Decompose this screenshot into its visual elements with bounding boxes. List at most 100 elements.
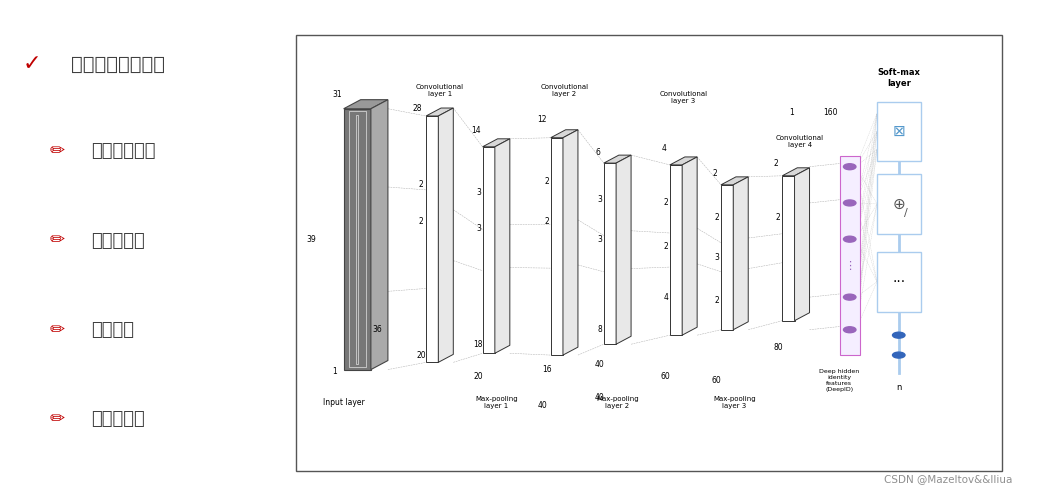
Text: ✏: ✏ xyxy=(50,410,65,428)
Text: 36: 36 xyxy=(373,325,383,334)
Text: 3: 3 xyxy=(597,195,602,204)
Text: 31: 31 xyxy=(332,90,342,99)
Bar xyxy=(877,252,921,311)
Circle shape xyxy=(844,200,856,206)
Text: 40: 40 xyxy=(538,401,547,410)
Text: Convolutional
layer 2: Convolutional layer 2 xyxy=(540,84,589,97)
Polygon shape xyxy=(794,168,810,321)
Polygon shape xyxy=(682,157,698,335)
Polygon shape xyxy=(604,155,631,163)
Text: 18: 18 xyxy=(473,340,483,349)
Text: Max-pooling
layer 2: Max-pooling layer 2 xyxy=(596,396,638,409)
Text: 2: 2 xyxy=(544,177,549,186)
Text: 1: 1 xyxy=(332,367,337,376)
Text: ✏: ✏ xyxy=(50,321,65,339)
Text: 2: 2 xyxy=(418,217,424,226)
Text: 卷积核个数: 卷积核个数 xyxy=(91,410,145,428)
Polygon shape xyxy=(670,165,682,335)
Polygon shape xyxy=(783,176,794,321)
Text: 60: 60 xyxy=(712,376,721,385)
Text: 滑动窗口步长: 滑动窗口步长 xyxy=(91,142,156,160)
Text: 2: 2 xyxy=(712,170,717,179)
Polygon shape xyxy=(483,147,495,353)
Text: /: / xyxy=(904,208,908,218)
Text: 卷积核尺寸: 卷积核尺寸 xyxy=(91,232,145,249)
Text: Convolutional
layer 3: Convolutional layer 3 xyxy=(659,91,708,104)
Text: 2: 2 xyxy=(418,181,424,189)
Polygon shape xyxy=(495,139,510,353)
Text: Input layer: Input layer xyxy=(323,398,364,407)
Text: Soft-max
layer: Soft-max layer xyxy=(877,68,921,88)
Text: 60: 60 xyxy=(661,372,671,381)
Text: 160: 160 xyxy=(823,108,838,117)
Polygon shape xyxy=(563,130,578,355)
Text: 卷积层涉及参数：: 卷积层涉及参数： xyxy=(71,55,165,74)
Bar xyxy=(840,156,859,355)
Text: 4: 4 xyxy=(663,293,668,302)
Text: 20: 20 xyxy=(473,372,484,381)
Text: ✏: ✏ xyxy=(50,142,65,160)
Text: ⋮: ⋮ xyxy=(844,261,855,271)
Circle shape xyxy=(844,327,856,333)
Text: Max-pooling
layer 1: Max-pooling layer 1 xyxy=(475,396,518,409)
Text: 3: 3 xyxy=(597,235,602,244)
Circle shape xyxy=(893,332,905,338)
Text: 4: 4 xyxy=(661,144,666,153)
Text: 2: 2 xyxy=(544,217,549,226)
Polygon shape xyxy=(426,108,454,116)
Bar xyxy=(296,35,1002,471)
Polygon shape xyxy=(604,163,617,344)
Polygon shape xyxy=(551,130,578,138)
Bar xyxy=(877,102,921,161)
Text: 2: 2 xyxy=(773,159,778,168)
Text: 2: 2 xyxy=(775,213,781,222)
Circle shape xyxy=(844,236,856,242)
Text: 40: 40 xyxy=(595,393,604,402)
Polygon shape xyxy=(551,138,563,355)
Polygon shape xyxy=(721,177,748,185)
Polygon shape xyxy=(670,157,698,165)
Text: ⊠: ⊠ xyxy=(893,124,905,139)
Circle shape xyxy=(844,294,856,300)
Text: 14: 14 xyxy=(471,126,482,135)
Text: 2: 2 xyxy=(714,296,719,305)
Text: ✓: ✓ xyxy=(23,55,42,74)
Text: ✏: ✏ xyxy=(50,232,65,249)
Text: 3: 3 xyxy=(714,253,719,262)
Text: ···: ··· xyxy=(893,275,905,289)
Polygon shape xyxy=(344,109,371,370)
Polygon shape xyxy=(371,100,388,370)
Polygon shape xyxy=(733,177,748,330)
Bar xyxy=(877,174,921,234)
Polygon shape xyxy=(426,116,438,363)
Text: 28: 28 xyxy=(413,104,422,113)
Text: 3: 3 xyxy=(476,224,481,233)
Text: 16: 16 xyxy=(542,365,551,374)
Text: 39: 39 xyxy=(307,235,317,244)
Text: CSDN @Mazeltov&&lliua: CSDN @Mazeltov&&lliua xyxy=(883,474,1012,484)
Polygon shape xyxy=(483,139,510,147)
Text: Convolutional
layer 4: Convolutional layer 4 xyxy=(776,135,824,148)
Text: 2: 2 xyxy=(714,213,719,222)
Circle shape xyxy=(844,164,856,170)
Text: Convolutional
layer 1: Convolutional layer 1 xyxy=(415,84,464,97)
Text: 边缘填充: 边缘填充 xyxy=(91,321,134,339)
Polygon shape xyxy=(438,108,454,363)
Text: 2: 2 xyxy=(663,198,668,207)
Text: ⊕: ⊕ xyxy=(893,196,905,211)
Text: 12: 12 xyxy=(538,115,547,124)
Text: 80: 80 xyxy=(773,343,783,352)
Text: Max-pooling
layer 3: Max-pooling layer 3 xyxy=(713,396,756,409)
Circle shape xyxy=(893,352,905,358)
Text: Deep hidden
identity
features
(DeepID): Deep hidden identity features (DeepID) xyxy=(819,369,859,392)
Text: 40: 40 xyxy=(595,360,604,369)
Polygon shape xyxy=(783,168,810,176)
Text: 3: 3 xyxy=(476,187,481,196)
Text: 2: 2 xyxy=(663,242,668,251)
Text: 20: 20 xyxy=(416,351,426,360)
Polygon shape xyxy=(721,185,733,330)
Polygon shape xyxy=(344,100,388,109)
Text: 1: 1 xyxy=(790,108,794,117)
Polygon shape xyxy=(617,155,631,344)
Text: 6: 6 xyxy=(595,148,600,157)
